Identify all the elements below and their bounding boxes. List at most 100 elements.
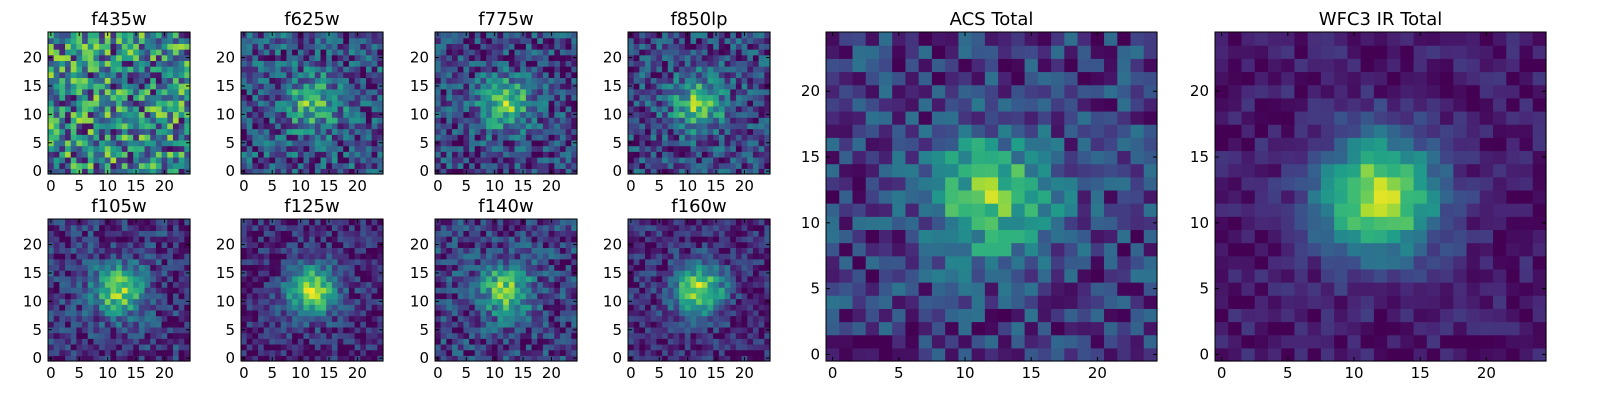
heatmap-cell — [297, 66, 305, 73]
heatmap-cell — [167, 292, 174, 300]
heatmap-cell — [87, 168, 95, 175]
heatmap-cell — [628, 105, 635, 113]
heatmap-cell — [371, 230, 378, 237]
heatmap-cell — [121, 139, 129, 147]
heatmap-cell — [377, 253, 384, 260]
heatmap-cell — [446, 49, 453, 56]
heatmap-cell — [735, 117, 743, 124]
heatmap-cell — [559, 105, 567, 113]
heatmap-cell — [150, 304, 157, 311]
heatmap-cell — [263, 134, 270, 141]
heatmap-cell — [565, 287, 572, 294]
heatmap-cell — [571, 247, 578, 254]
heatmap-cell — [172, 122, 180, 130]
heatmap-cell — [76, 49, 83, 56]
heatmap-cell — [707, 162, 714, 169]
heatmap-cell — [758, 338, 765, 345]
heatmap-cell — [314, 349, 322, 356]
heatmap-cell — [718, 281, 726, 288]
x-tick-label: 20 — [735, 177, 754, 195]
heatmap-cell — [486, 145, 493, 152]
heatmap-cell — [144, 253, 151, 260]
heatmap-cell — [116, 355, 123, 362]
heatmap-cells — [628, 32, 771, 175]
heatmap-cell — [486, 32, 493, 39]
heatmap-cell — [446, 287, 453, 294]
x-tick-label: 10 — [98, 177, 117, 195]
heatmap-cell — [525, 253, 533, 260]
heatmap-cell — [559, 32, 567, 39]
heatmap-cell — [525, 83, 533, 90]
x-tick-label: 0 — [46, 364, 56, 382]
heatmap-cell — [730, 139, 737, 147]
heatmap-cell — [365, 32, 373, 39]
heatmap-cell — [116, 128, 123, 135]
heatmap-cell — [343, 321, 350, 328]
heatmap-cell — [633, 270, 640, 277]
heatmap-cell — [286, 298, 293, 305]
heatmap-cell — [309, 145, 316, 152]
heatmap-cell — [520, 88, 527, 96]
heatmap-cell — [469, 139, 476, 147]
heatmap-cell — [116, 117, 123, 124]
heatmap-cell — [554, 134, 561, 141]
heatmap-cell — [457, 145, 464, 152]
heatmap-cell — [269, 88, 276, 96]
heatmap-cell — [48, 315, 55, 322]
heatmap-cell — [241, 66, 248, 73]
heatmap-cell — [724, 117, 731, 124]
heatmap-cell — [377, 321, 384, 328]
heatmap-cell — [59, 139, 66, 147]
heatmap-cell — [542, 275, 550, 283]
heatmap-cell — [309, 162, 316, 169]
heatmap-cell — [554, 111, 561, 118]
heatmap-cell — [718, 105, 726, 113]
heatmap-cell — [155, 355, 163, 362]
heatmap-cell — [121, 88, 129, 96]
heatmap-cell — [144, 275, 151, 283]
heatmap-cell — [457, 304, 464, 311]
heatmap-cell — [486, 332, 493, 339]
heatmap-cell — [82, 105, 89, 113]
heatmap-cell — [93, 224, 100, 231]
heatmap-cell — [503, 287, 510, 294]
x-tick-label: 15 — [513, 177, 532, 195]
heatmap-cell — [104, 43, 112, 50]
heatmap-cell — [537, 309, 544, 317]
heatmap-cell — [93, 287, 100, 294]
heatmap-cell — [354, 309, 361, 317]
heatmap-cell — [679, 162, 686, 169]
heatmap-cell — [292, 66, 299, 73]
heatmap-cell — [446, 332, 453, 339]
heatmap-cell — [662, 54, 669, 61]
heatmap-cell — [554, 241, 561, 248]
heatmap-cell — [280, 60, 288, 67]
heatmap-cell — [514, 241, 521, 248]
heatmap-cell — [155, 77, 163, 84]
heatmap-cell — [104, 315, 112, 322]
heatmap-cell — [497, 37, 504, 44]
heatmap-cell — [457, 60, 464, 67]
heatmap-cell — [508, 145, 516, 152]
heatmap-cell — [747, 275, 754, 283]
heatmap-cell — [59, 236, 66, 243]
heatmap-cell — [104, 83, 112, 90]
heatmap-cell — [514, 139, 521, 147]
heatmap-cell — [258, 241, 265, 248]
heatmap-cell — [99, 88, 106, 96]
heatmap-cell — [747, 168, 754, 175]
heatmap-cell — [320, 66, 327, 73]
heatmap-cell — [542, 100, 550, 107]
heatmap-cell — [326, 49, 333, 56]
heatmap-cell — [155, 49, 163, 56]
heatmap-cell — [673, 338, 680, 345]
heatmap-cell — [531, 49, 538, 56]
heatmap-cell — [309, 49, 316, 56]
heatmap-cell — [110, 122, 117, 130]
heatmap-cell — [184, 105, 191, 113]
heatmap-cell — [155, 151, 163, 158]
heatmap-cell — [707, 315, 714, 322]
heatmap-cell — [565, 71, 572, 79]
heatmap-cell — [172, 83, 180, 90]
heatmap-cell — [297, 241, 305, 248]
